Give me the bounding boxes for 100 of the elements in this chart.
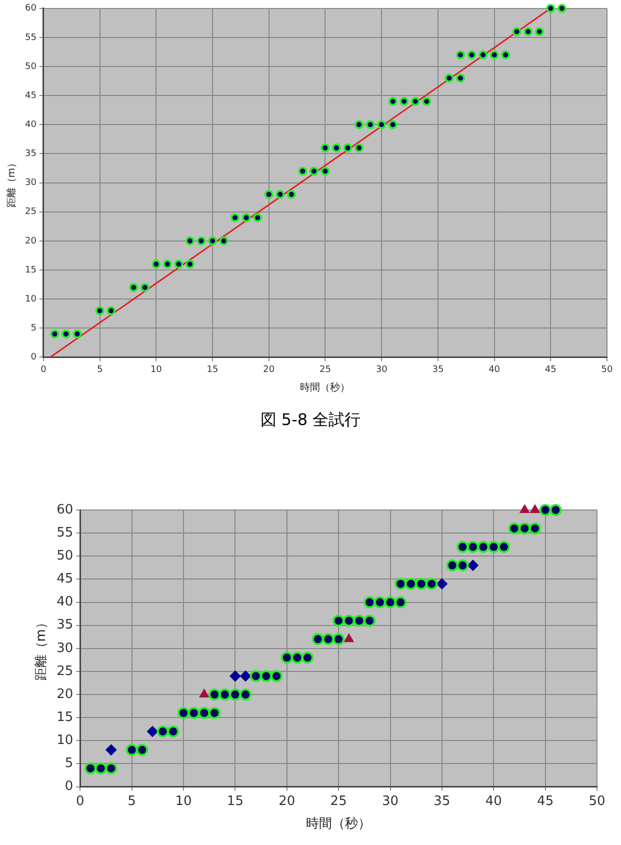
- y-tick-label: 50: [56, 548, 74, 564]
- y-tick-label: 5: [30, 323, 36, 334]
- point: [250, 670, 262, 682]
- y-tick-label: 35: [56, 618, 74, 633]
- point: [467, 560, 478, 571]
- point: [199, 689, 210, 698]
- point: [520, 504, 530, 513]
- point: [394, 578, 407, 590]
- point: [185, 236, 194, 246]
- point: [276, 190, 285, 199]
- x-axis-title: 時間（秒）: [306, 816, 372, 832]
- x-tick-label: 30: [382, 794, 399, 809]
- y-tick-label: 55: [25, 32, 36, 43]
- point: [534, 27, 544, 36]
- point: [557, 4, 566, 13]
- point: [530, 504, 540, 513]
- point: [94, 762, 107, 774]
- y-tick-label: 10: [56, 733, 74, 748]
- x-tick-label: 5: [128, 794, 136, 809]
- point: [260, 670, 272, 682]
- point: [410, 96, 420, 106]
- point: [230, 670, 241, 682]
- y-tick-label: 35: [25, 149, 36, 160]
- point: [524, 27, 533, 36]
- point: [394, 596, 407, 608]
- point: [344, 634, 354, 642]
- point: [95, 306, 104, 316]
- y-tick-label: 0: [30, 352, 37, 363]
- y-tick-label: 15: [25, 265, 36, 276]
- point: [404, 578, 417, 590]
- x-tick-label: 15: [226, 794, 244, 809]
- point: [156, 725, 169, 738]
- point: [456, 540, 469, 553]
- point: [198, 706, 210, 719]
- point: [354, 143, 364, 152]
- point: [415, 578, 428, 590]
- point: [178, 706, 190, 719]
- point: [152, 260, 161, 269]
- x-tick-label: 35: [434, 794, 450, 809]
- point: [280, 652, 293, 664]
- point: [446, 559, 458, 572]
- point: [332, 614, 345, 627]
- y-axis-title: 距離（m）: [6, 158, 18, 208]
- x-tick-label: 20: [278, 794, 296, 809]
- point: [322, 633, 334, 646]
- point: [354, 120, 364, 130]
- x-tick-label: 25: [330, 794, 347, 809]
- point: [106, 744, 117, 756]
- point: [264, 190, 274, 199]
- point: [253, 213, 262, 222]
- point: [270, 670, 283, 682]
- point: [466, 540, 479, 553]
- x-tick-label: 0: [40, 364, 47, 375]
- point: [219, 236, 228, 246]
- point: [208, 236, 218, 246]
- point: [518, 522, 531, 534]
- caption: 図 5-8 全試行: [259, 409, 362, 431]
- point: [240, 670, 252, 682]
- x-axis-title: 時間（秒）: [300, 382, 350, 394]
- point: [501, 50, 510, 60]
- point: [218, 688, 231, 701]
- point: [229, 688, 242, 701]
- point: [353, 614, 366, 627]
- x-tick-label: 20: [263, 364, 275, 375]
- point: [377, 120, 386, 130]
- point: [50, 329, 60, 338]
- point: [364, 614, 376, 627]
- point: [185, 260, 194, 269]
- point: [550, 504, 562, 516]
- point: [422, 96, 432, 106]
- y-tick-label: 60: [25, 4, 37, 14]
- x-tick-label: 50: [588, 794, 606, 809]
- point: [309, 166, 318, 176]
- point: [167, 725, 180, 738]
- x-tick-label: 25: [320, 364, 331, 375]
- x-tick-label: 40: [488, 364, 500, 375]
- y-tick-label: 45: [25, 90, 36, 101]
- x-tick-label: 30: [376, 364, 388, 375]
- point: [291, 652, 304, 664]
- point: [444, 74, 454, 83]
- x-tick-label: 10: [175, 794, 192, 809]
- point: [528, 522, 541, 534]
- point: [498, 540, 510, 553]
- point: [436, 578, 448, 590]
- y-tick-label: 20: [25, 236, 37, 246]
- x-tick-label: 0: [76, 794, 84, 809]
- point: [320, 143, 330, 152]
- point: [208, 688, 221, 701]
- point: [426, 578, 438, 590]
- y-tick-label: 60: [56, 502, 74, 518]
- y-tick-label: 55: [56, 525, 74, 540]
- point: [342, 614, 355, 627]
- point: [61, 329, 70, 338]
- y-tick-label: 40: [25, 120, 37, 130]
- point: [332, 633, 345, 646]
- point: [366, 120, 375, 130]
- point: [136, 744, 148, 756]
- y-tick-label: 0: [64, 779, 74, 794]
- x-tick-label: 15: [206, 364, 218, 375]
- x-tick-label: 5: [96, 364, 103, 375]
